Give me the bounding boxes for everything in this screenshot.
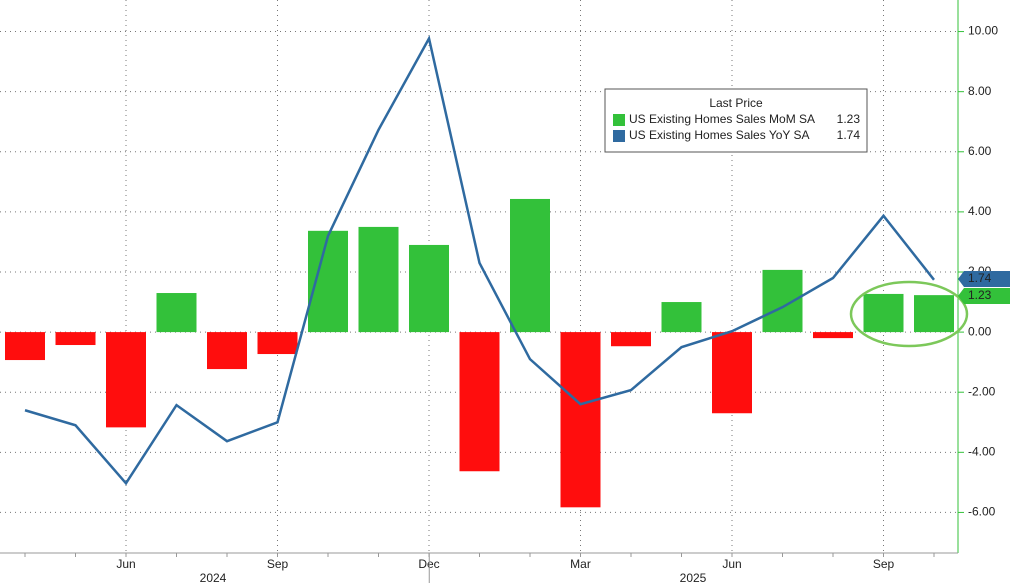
y-tick-label: 8.00 (968, 84, 992, 98)
bar (207, 332, 247, 370)
bar (611, 332, 651, 347)
bar (409, 244, 449, 333)
bar (661, 302, 702, 333)
legend-value: 1.74 (837, 128, 861, 142)
bar (5, 332, 45, 361)
bar (459, 332, 500, 472)
bar (813, 332, 853, 339)
year-label: 2025 (680, 571, 707, 585)
bar (257, 332, 298, 355)
legend-value: 1.23 (837, 112, 861, 126)
bar (914, 295, 954, 333)
y-tick-label: 0.00 (968, 324, 992, 338)
y-tick-label: -2.00 (968, 384, 996, 398)
line (24, 34, 935, 486)
bar (762, 269, 803, 333)
bar (863, 293, 904, 333)
last-value-tag (958, 271, 1010, 287)
legend-label: US Existing Homes Sales YoY SA (629, 128, 810, 142)
last-value-label: 1.74 (968, 271, 992, 285)
y-tick-label: 6.00 (968, 144, 992, 158)
bar (106, 332, 146, 428)
x-tick-label: Sep (873, 557, 895, 571)
y-tick-label: 10.00 (968, 24, 998, 38)
legend-box (604, 88, 868, 153)
legend: Last Price US Existing Homes Sales MoM S… (604, 88, 868, 153)
legend-title: Last Price (709, 96, 763, 110)
bar (510, 198, 550, 333)
y-tick-label: 4.00 (968, 204, 992, 218)
last-value-tag (958, 288, 1010, 304)
x-tick-label: Jun (116, 557, 135, 571)
bar (560, 332, 601, 508)
year-label: 2024 (200, 571, 227, 585)
legend-label: US Existing Homes Sales MoM SA (629, 112, 815, 126)
y-tick-label: -4.00 (968, 444, 996, 458)
bar (308, 230, 348, 333)
bar (358, 226, 399, 333)
bar (712, 332, 752, 414)
highlight-ellipse (849, 280, 969, 348)
y-tick-label: -6.00 (968, 505, 996, 519)
last-value-label: 1.23 (968, 288, 992, 302)
bar (55, 332, 96, 346)
x-tick-label: Sep (267, 557, 289, 571)
x-tick-label: Mar (570, 557, 591, 571)
bar (156, 293, 197, 333)
legend-swatch (613, 130, 625, 142)
legend-swatch (613, 114, 625, 126)
x-tick-label: Jun (722, 557, 741, 571)
